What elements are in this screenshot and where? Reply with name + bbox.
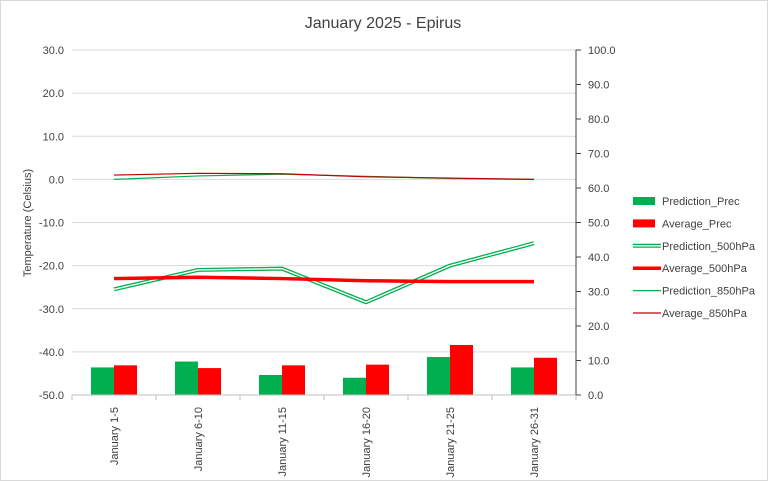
legend-prediction-500hpa-label: Prediction_500hPa [662,241,756,253]
legend-average-850hpa-label: Average_850hPa [662,308,748,320]
y2-tick-label: 40.0 [588,252,609,264]
y-tick-label: 10.0 [43,131,64,143]
bar-prediction-prec [343,377,366,395]
bar-average-prec [450,344,473,395]
y2-tick-label: 20.0 [588,321,609,333]
bar-average-prec [282,365,305,395]
bar-prediction-prec [91,367,114,395]
y-tick-label: -20.0 [39,261,64,273]
legend: Prediction_Prec Average_Prec Prediction_50… [633,196,756,320]
bar-prediction-prec [259,374,282,395]
series-lines [113,172,535,305]
bar-average-prec [114,365,137,395]
y2-tick-label: 30.0 [588,287,609,299]
y-tick-label: 30.0 [43,45,64,57]
y2-tick-label: 80.0 [588,114,609,126]
y-tick-label: 20.0 [43,88,64,100]
line-average-850hpa [113,172,535,180]
x-tick-label: January 21-25 [445,407,457,477]
y-axis-title: Temperature (Celsius) [22,169,34,277]
axes [71,49,581,400]
y-tick-label: 0.0 [49,174,64,186]
legend-average-500hpa-label: Average_500hPa [662,263,748,275]
legend-average-prec-label: Average_Prec [662,218,732,230]
y-tick-label: -50.0 [39,390,64,402]
bar-average-prec [534,357,557,395]
chart-title: January 2025 - Epirus [305,15,462,32]
line-average-500hpa [113,275,534,284]
y2-tick-label: 50.0 [588,218,609,230]
x-tick-label: January 6-10 [193,407,205,471]
y-tick-label: -10.0 [39,218,64,230]
y2-tick-label: 0.0 [588,390,603,402]
bar-prediction-prec [427,357,450,395]
legend-prediction-prec-swatch [633,197,655,205]
line-prediction-500hpa-inner [113,242,535,303]
x-tick-label: January 1-5 [109,407,121,465]
legend-prediction-850hpa-label: Prediction_850hPa [662,286,756,298]
bar-average-prec [366,364,389,395]
x-tick-label: January 26-31 [529,407,541,477]
y2-tick-label: 90.0 [588,80,609,92]
y2-tick-label: 60.0 [588,183,609,195]
legend-prediction-prec-label: Prediction_Prec [662,196,740,208]
y-tick-label: -40.0 [39,347,64,359]
x-tick-label: January 11-15 [277,407,289,477]
legend-average-prec-swatch [633,219,655,228]
tick-labels: 30.0 20.0 10.0 0.0 -10.0 -20.0 -30.0 -40.0 -50.0… [39,45,616,477]
y-tick-label: -30.0 [39,304,64,316]
bar-average-prec [198,368,221,395]
x-tick-label: January 16-20 [361,407,373,477]
y2-tick-label: 70.0 [588,149,609,161]
y2-tick-label: 100.0 [588,45,616,57]
y2-tick-label: 10.0 [588,356,609,368]
bar-prediction-prec [511,367,534,395]
bars [91,344,557,395]
bar-prediction-prec [175,361,198,395]
